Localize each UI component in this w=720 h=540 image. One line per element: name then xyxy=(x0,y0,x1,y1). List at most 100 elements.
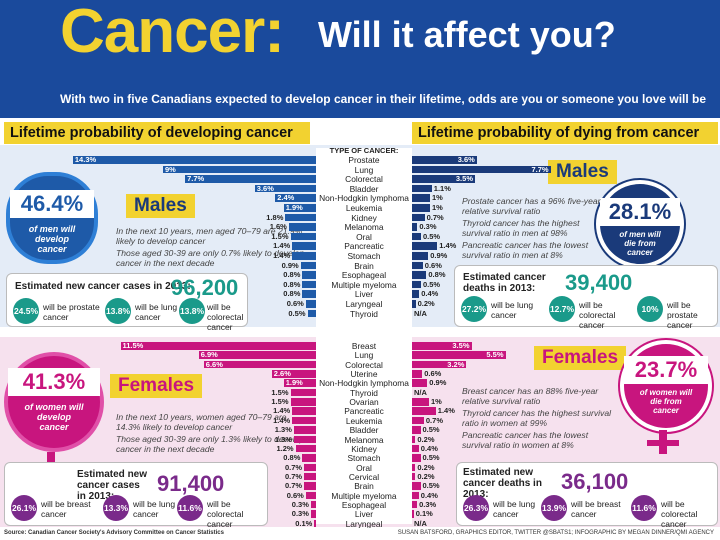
female-note-right-1: Breast cancer has an 88% five-year relat… xyxy=(462,386,599,406)
male-developing-label: 0.8% xyxy=(283,279,301,289)
male-cases-box: Estimated new cancer cases in 2013: 96,2… xyxy=(6,273,248,332)
male-category-label: Leukemia xyxy=(345,203,383,213)
male-developing-label: 1.9% xyxy=(285,203,303,212)
male-dying-bar xyxy=(412,194,430,202)
male-category-label: Colorectal xyxy=(345,174,383,185)
female-dying-bar xyxy=(412,370,423,378)
female-developing-bar xyxy=(302,454,316,462)
subtitle: With two in five Canadians expected to d… xyxy=(60,92,707,106)
male-developing-label: 0.5% xyxy=(288,308,306,318)
female-category-label: Thyroid xyxy=(350,387,378,398)
male-dying-label: 0.5% xyxy=(423,279,441,289)
male-category-label: Melanoma xyxy=(344,222,384,233)
female-dying-bar xyxy=(412,342,472,350)
female-dying-label: N/A xyxy=(414,518,427,528)
female-developing-label: 1.4% xyxy=(273,406,291,416)
female-developing-bar xyxy=(314,519,316,528)
male-developing-label: 1.4% xyxy=(273,251,291,260)
female-category-label: Brain xyxy=(354,481,374,492)
female-note-right-3: Pancreatic cancer has the lowest surviva… xyxy=(462,430,589,450)
male-category-label: Stomach xyxy=(347,251,381,261)
female-dying-bar xyxy=(412,482,421,490)
female-category-label: Stomach xyxy=(347,453,381,464)
male-death-pct-0: 27.2% xyxy=(461,296,487,322)
male-dying-label: 0.6% xyxy=(424,260,442,270)
male-developing-label: 1.8% xyxy=(266,212,284,222)
female-developing-bar xyxy=(292,416,316,425)
male-dying-bar xyxy=(412,252,429,260)
male-case-text-0: will be prostate cancer xyxy=(43,302,100,322)
male-death-text-0: will be lung cancer xyxy=(491,300,534,320)
female-developing-label: 0.1% xyxy=(295,518,313,528)
female-category-label: Breast xyxy=(351,341,377,351)
female-developing-bar xyxy=(293,426,316,434)
female-developing-bar xyxy=(305,491,316,500)
female-developing-bar xyxy=(120,342,316,350)
title-sub: Will it affect you? xyxy=(318,14,616,55)
female-developing-bar xyxy=(198,351,316,359)
male-category-label: Multiple myeloma xyxy=(331,279,397,290)
male-case-text-1: will be lung cancer xyxy=(135,302,178,322)
male-dying-label: 0.7% xyxy=(426,212,444,222)
female-dying-bar xyxy=(412,360,467,369)
male-dying-label: 0.2% xyxy=(417,299,435,308)
female-developing-label: 0.8% xyxy=(283,453,301,463)
female-developing-bar xyxy=(293,435,316,443)
female-developing-bar xyxy=(304,472,316,481)
female-category-label: Oral xyxy=(356,462,372,473)
female-dying-label: 0.7% xyxy=(425,415,443,425)
female-category-label: Lung xyxy=(354,350,374,361)
female-developing-label: 0.6% xyxy=(286,490,304,500)
female-dying-bar xyxy=(412,454,421,462)
male-dying-bar xyxy=(412,184,432,193)
female-cases-value: 91,400 xyxy=(157,471,225,496)
female-developing-label: 1.4% xyxy=(273,415,291,425)
female-category-label: Laryngeal xyxy=(345,518,383,529)
male-developing-label: 7.7% xyxy=(187,174,205,184)
male-dying-label: 1.1% xyxy=(433,183,451,193)
female-developing-bar xyxy=(203,360,316,369)
female-dying-label: 0.2% xyxy=(417,462,435,472)
male-developing-label: 1.5% xyxy=(271,231,289,241)
female-dying-bar xyxy=(412,491,419,500)
females-label-left: Females xyxy=(110,374,203,398)
female-dying-bar xyxy=(412,351,506,359)
male-developing-bar xyxy=(307,309,316,318)
female-dying-label: 0.3% xyxy=(419,499,437,509)
male-note-left-2: Those aged 30-39 are only 0.7% likely to… xyxy=(116,248,305,268)
female-dying-bar xyxy=(412,435,416,443)
female-developing-bar xyxy=(310,500,316,509)
female-developing-label: 0.7% xyxy=(284,481,303,491)
female-developing-bar xyxy=(304,482,316,490)
male-die-circle: 28.1% of men will die from cancer xyxy=(596,180,684,268)
male-deaths-box: Estimated cancer deaths in 2013: 39,400 … xyxy=(454,265,718,330)
female-category-label: Bladder xyxy=(349,425,379,436)
female-dying-label: 0.5% xyxy=(422,425,440,435)
male-developing-bar xyxy=(288,223,316,231)
female-developing-bar xyxy=(283,379,316,387)
female-developing-bar xyxy=(292,407,316,415)
female-developing-label: 1.5% xyxy=(271,387,289,397)
male-developing-label: 2.4% xyxy=(277,193,295,203)
female-dying-bar xyxy=(412,416,424,425)
male-deaths-value: 39,400 xyxy=(565,270,633,295)
male-case-pct-2: 13.8% xyxy=(179,298,205,324)
female-case-pct-0: 26.1% xyxy=(11,495,37,521)
male-case-pct-0: 24.5% xyxy=(13,298,39,324)
male-dying-label: 0.9% xyxy=(430,251,448,260)
footer: Source: Canadian Cancer Society's Adviso… xyxy=(0,528,720,540)
female-death-pct-1: 13.9% xyxy=(541,495,567,521)
female-dying-bar xyxy=(412,426,421,434)
male-dying-bar xyxy=(412,204,430,212)
footer-credit: SUSAN BATSFORD, GRAPHICS EDITOR, TWITTER… xyxy=(397,530,714,536)
female-developing-bar xyxy=(290,388,316,397)
female-developing-label: 1.5% xyxy=(271,397,289,407)
male-die-text: of men will die from cancer xyxy=(619,230,661,257)
female-dying-label: 0.4% xyxy=(420,443,438,453)
female-case-text-1: will be lung cancer xyxy=(133,499,176,519)
male-developing-label: 1.4% xyxy=(273,241,291,251)
female-dying-label: 0.5% xyxy=(422,453,440,463)
male-developing-label: 0.8% xyxy=(283,270,301,280)
male-death-pct-2: 10% xyxy=(637,296,663,322)
female-note-right-2: Thyroid cancer has the highest survival … xyxy=(462,408,612,428)
